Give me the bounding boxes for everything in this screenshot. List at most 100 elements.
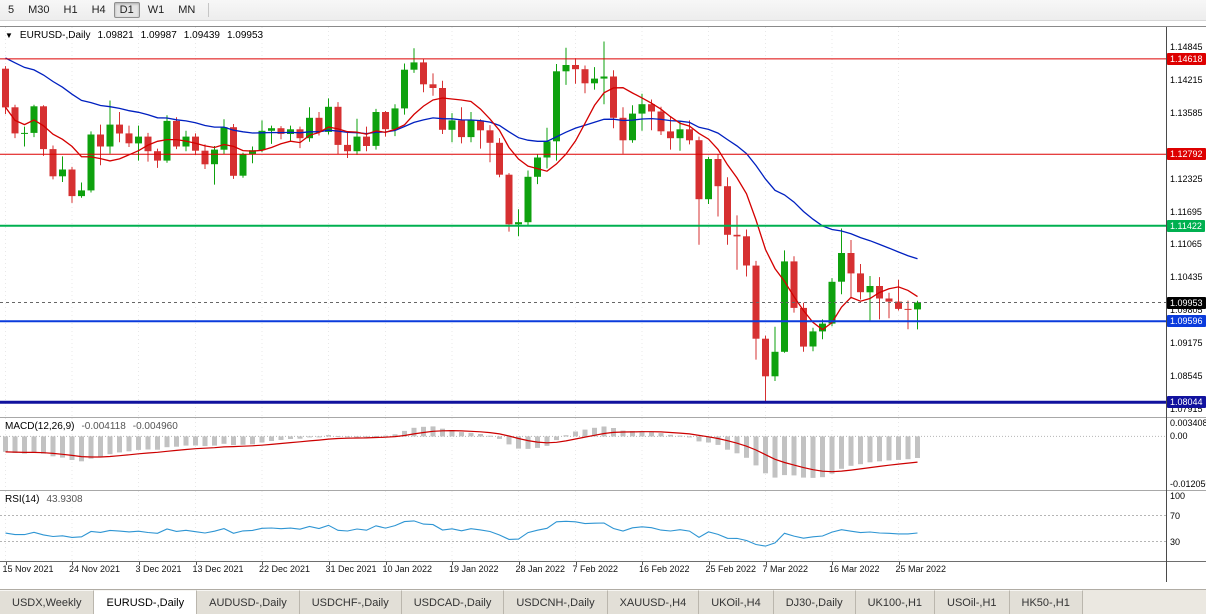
price-axis-label: 1.08545 (1170, 371, 1203, 382)
chart-title: ▼ EURUSD-,Daily 1.09821 1.09987 1.09439 … (5, 30, 263, 41)
price-axis-line (1166, 27, 1167, 582)
price-level-badge: 1.12792 (1167, 148, 1206, 161)
price-axis-label: 1.11695 (1170, 206, 1202, 217)
tab-uk100-h1[interactable]: UK100-,H1 (855, 590, 936, 614)
price-axis-label: 1.10435 (1170, 272, 1203, 283)
tab-ukoil-h4[interactable]: UKOil-,H4 (699, 590, 774, 614)
price-level-badge: 1.09596 (1167, 315, 1206, 328)
price-axis-label: 1.14845 (1170, 41, 1203, 52)
date-label: 3 Dec 2021 (135, 564, 182, 574)
time-axis-tick (518, 562, 520, 565)
price-open: 1.09821 (97, 30, 134, 41)
rsi-name: RSI(14) (5, 494, 40, 505)
tab-usdx-weekly[interactable]: USDX,Weekly (0, 590, 95, 614)
price-axis-label: 1.07915 (1170, 403, 1203, 414)
panel-separator[interactable] (0, 417, 1206, 418)
price-axis-label: 1.09175 (1170, 338, 1203, 349)
tab-xauusd-h4[interactable]: XAUUSD-,H4 (607, 590, 700, 614)
date-label: 25 Feb 2022 (705, 564, 757, 574)
time-axis-line (0, 561, 1206, 562)
toolbar-separator (208, 3, 210, 17)
date-label: 7 Mar 2022 (762, 564, 809, 574)
date-label: 15 Nov 2021 (2, 564, 54, 574)
rsi-value: 43.9308 (46, 494, 83, 505)
time-axis-tick (832, 562, 833, 565)
timeframe-toolbar: 5 M30 H1 H4 D1 W1 MN (0, 0, 1206, 21)
chart-top-border (0, 26, 1206, 27)
date-label: 28 Jan 2022 (515, 564, 566, 574)
macd-value-signal: -0.004960 (132, 421, 178, 432)
price-level-badge: 1.11422 (1167, 219, 1205, 232)
chart-tab-bar: USDX,Weekly EURUSD-,Daily AUDUSD-,Daily USD… (0, 589, 1206, 614)
timeframe-button-h1[interactable]: H1 (63, 4, 78, 16)
macd-panel[interactable] (0, 418, 1166, 490)
time-axis-tick (138, 562, 140, 565)
time-axis-tick (262, 562, 263, 565)
rsi-indicator-label: RSI(14) 43.9308 (5, 494, 83, 505)
rsi-panel[interactable] (0, 491, 1166, 561)
time-axis-tick (328, 562, 330, 565)
tab-usdcnh-daily[interactable]: USDCNH-,Daily (504, 590, 608, 614)
timeframe-button-h4[interactable]: H4 (91, 4, 106, 16)
date-label: 7 Feb 2022 (572, 564, 619, 574)
ma-fast-line (4, 87, 918, 331)
price-level-badge: 1.08044 (1167, 396, 1206, 409)
tab-hk50-h1[interactable]: HK50-,H1 (1009, 590, 1083, 614)
date-label: 13 Dec 2021 (192, 564, 244, 574)
timeframe-button-w1[interactable]: W1 (147, 4, 165, 16)
price-axis-label: 1.14215 (1170, 74, 1203, 85)
price-axis-label: 1.09805 (1170, 305, 1203, 316)
macd-indicator-label: MACD(12,26,9) -0.004118 -0.004960 (5, 421, 178, 432)
current-price-badge: 1.09953 (1167, 296, 1206, 309)
price-axis-label: 1.12325 (1170, 173, 1203, 184)
candles (2, 41, 921, 402)
rsi-axis-label: 100 (1170, 491, 1186, 501)
panel-separator[interactable] (0, 490, 1206, 491)
tab-usdchf-daily[interactable]: USDCHF-,Daily (299, 590, 402, 614)
price-axis-label: 1.11065 (1170, 239, 1202, 250)
ma-slow-line (5, 57, 918, 260)
time-axis-tick (72, 562, 73, 565)
time-axis-tick (708, 562, 710, 565)
time-axis-tick (385, 562, 387, 565)
rsi-axis-label: 70 (1170, 510, 1181, 521)
date-label: 16 Feb 2022 (639, 564, 690, 574)
price-low: 1.09439 (183, 30, 220, 41)
macd-signal-line (5, 429, 918, 473)
macd-name: MACD(12,26,9) (5, 421, 75, 432)
date-label: 22 Dec 2021 (259, 564, 311, 574)
timeframe-button-5[interactable]: 5 (8, 4, 15, 16)
macd-axis-label: -0.012050 (1170, 478, 1206, 489)
tab-usdcad-daily[interactable]: USDCAD-,Daily (401, 590, 505, 614)
rsi-line (5, 520, 918, 547)
tab-dj30-daily[interactable]: DJ30-,Daily (773, 590, 856, 614)
date-label: 16 Mar 2022 (829, 564, 880, 574)
macd-axis-label: 0.00 (1170, 431, 1188, 442)
macd-histogram (3, 426, 920, 478)
price-close: 1.09953 (226, 30, 264, 41)
tab-audusd-daily[interactable]: AUDUSD-,Daily (197, 590, 300, 614)
chart-symbol-period: EURUSD-,Daily (19, 30, 91, 41)
macd-value-main: -0.004118 (81, 421, 126, 432)
date-label: 25 Mar 2022 (895, 564, 947, 574)
tab-eurusd-daily[interactable]: EURUSD-,Daily (94, 590, 198, 614)
symbol-dropdown-icon[interactable]: ▼ (5, 30, 13, 40)
price-chart-panel[interactable] (0, 27, 1166, 417)
time-axis-tick (452, 562, 453, 565)
rsi-axis-label: 30 (1170, 536, 1181, 547)
date-label: 10 Jan 2022 (382, 564, 433, 574)
time-axis-tick (195, 562, 197, 565)
timeframe-button-d1[interactable]: D1 (113, 2, 140, 18)
date-label: 31 Dec 2021 (325, 564, 377, 574)
price-level-badge: 1.14618 (1167, 52, 1206, 65)
timeframe-button-mn[interactable]: MN (178, 4, 196, 16)
time-axis-tick (5, 562, 7, 565)
price-high: 1.09987 (140, 30, 177, 41)
time-axis-tick (575, 562, 577, 565)
time-axis-tick (642, 562, 643, 565)
tab-usoil-h1[interactable]: USOil-,H1 (935, 590, 1010, 614)
date-label: 19 Jan 2022 (449, 564, 499, 574)
time-axis-tick (898, 562, 900, 565)
price-axis-label: 1.13585 (1170, 107, 1203, 118)
timeframe-button-m30[interactable]: M30 (28, 4, 50, 16)
